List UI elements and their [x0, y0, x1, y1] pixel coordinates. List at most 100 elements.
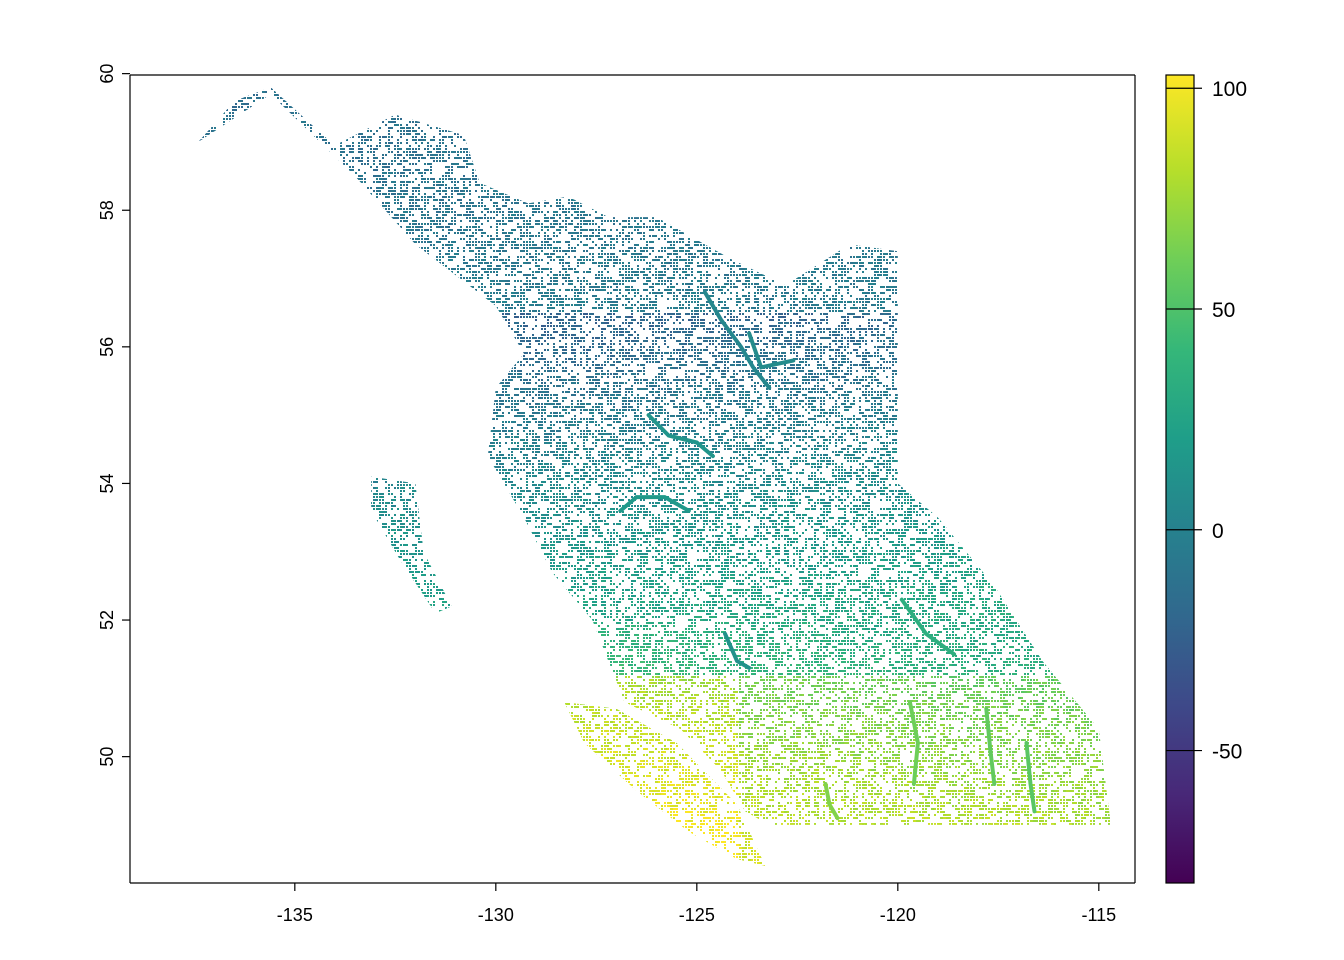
raster-cell — [757, 151, 762, 153]
raster-cell — [952, 127, 954, 129]
raster-cell — [409, 157, 411, 159]
raster-cell — [745, 154, 747, 156]
raster-cell — [385, 106, 387, 108]
raster-cell — [706, 163, 708, 165]
raster-cell — [733, 109, 735, 111]
raster-cell — [313, 115, 315, 117]
raster-cell — [229, 121, 231, 123]
raster-cell — [1093, 178, 1095, 180]
raster-cell — [463, 181, 465, 183]
raster-cell — [550, 166, 552, 168]
raster-cell — [352, 136, 354, 138]
raster-cell — [799, 97, 804, 99]
raster-cell — [1132, 178, 1134, 180]
raster-cell — [634, 160, 636, 162]
raster-cell — [841, 97, 843, 99]
raster-cell — [874, 106, 879, 108]
raster-cell — [658, 139, 660, 141]
raster-cell — [766, 109, 768, 111]
raster-cell — [514, 160, 516, 162]
raster-cell — [241, 172, 243, 174]
raster-cell — [841, 118, 846, 120]
raster-cell — [541, 130, 546, 132]
raster-cell — [886, 148, 891, 150]
raster-cell — [934, 94, 939, 96]
raster-cell — [1102, 130, 1107, 132]
raster-cell — [784, 163, 786, 165]
raster-cell — [601, 118, 603, 120]
raster-cell — [529, 88, 531, 90]
raster-cell — [706, 100, 708, 102]
raster-cell — [991, 163, 993, 165]
raster-cell — [592, 100, 597, 102]
raster-cell — [931, 160, 936, 162]
raster-cell — [355, 94, 360, 96]
raster-cell — [748, 157, 750, 159]
raster-cell — [364, 109, 366, 111]
raster-cell — [517, 115, 519, 117]
raster-cell — [271, 100, 273, 102]
raster-cell — [376, 88, 381, 90]
raster-cell — [688, 100, 690, 102]
raster-cell — [304, 136, 306, 138]
raster-cell — [1090, 106, 1095, 108]
raster-cell — [517, 109, 519, 111]
raster-cell — [688, 88, 693, 90]
raster-cell — [766, 130, 768, 132]
raster-cell — [259, 148, 261, 150]
raster-cell — [319, 169, 321, 171]
raster-cell — [1015, 103, 1020, 105]
raster-cell — [670, 130, 672, 132]
raster-cell — [448, 109, 450, 111]
raster-cell — [463, 178, 468, 180]
raster-cell — [997, 130, 999, 132]
raster-cell — [826, 124, 828, 126]
raster-cell — [976, 145, 978, 147]
raster-cell — [661, 175, 663, 177]
raster-cell — [346, 145, 351, 147]
raster-cell — [319, 100, 321, 102]
raster-cell — [505, 112, 507, 114]
raster-cell — [199, 151, 201, 153]
raster-cell — [751, 121, 753, 123]
raster-cell — [673, 112, 678, 114]
raster-cell — [1075, 100, 1077, 102]
raster-cell — [1045, 91, 1047, 93]
raster-cell — [946, 109, 948, 111]
raster-cell — [946, 91, 948, 93]
raster-cell — [685, 160, 687, 162]
raster-cell — [721, 151, 723, 153]
raster-cell — [787, 130, 789, 132]
raster-cell — [628, 121, 633, 123]
raster-cell — [583, 130, 588, 132]
raster-cell — [1048, 169, 1053, 171]
raster-cell — [1003, 121, 1005, 123]
raster-cell — [259, 121, 261, 123]
raster-cell — [454, 127, 456, 129]
raster-cell — [676, 91, 681, 93]
raster-cell — [217, 181, 219, 183]
raster-cell — [781, 127, 786, 129]
raster-cell — [730, 118, 735, 120]
raster-cell — [781, 109, 786, 111]
raster-cell — [712, 133, 714, 135]
raster-cell — [808, 133, 810, 135]
raster-cell — [982, 97, 984, 99]
raster-cell — [217, 94, 219, 96]
raster-cell — [598, 154, 603, 156]
raster-cell — [805, 94, 807, 96]
raster-cell — [748, 118, 750, 120]
raster-cell — [709, 178, 711, 180]
raster-cell — [844, 163, 846, 165]
raster-cell — [961, 103, 963, 105]
raster-cell — [418, 133, 420, 135]
raster-cell — [448, 121, 450, 123]
raster-cell — [700, 163, 702, 165]
raster-cell — [499, 154, 504, 156]
raster-cell — [589, 136, 591, 138]
raster-cell — [943, 178, 945, 180]
raster-cell — [358, 148, 363, 150]
raster-cell — [217, 154, 222, 156]
raster-cell — [1084, 118, 1089, 120]
raster-cell — [991, 178, 993, 180]
